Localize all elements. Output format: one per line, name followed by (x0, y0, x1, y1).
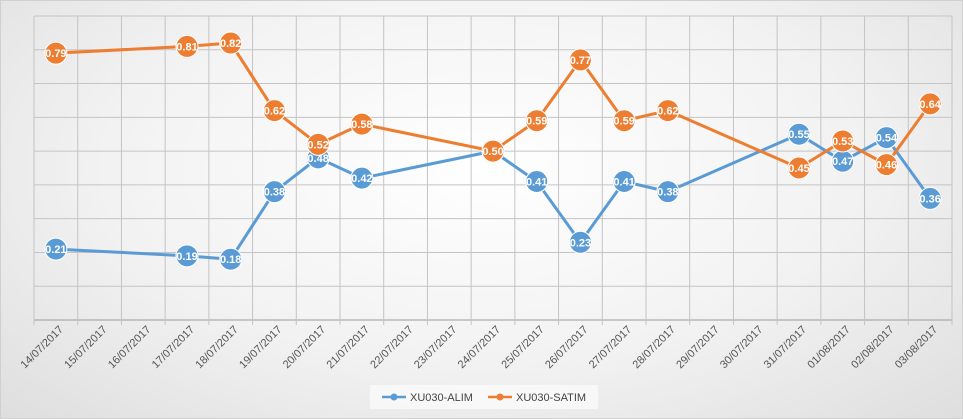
x-tick-label: 20/07/2017 (281, 324, 328, 371)
x-tick-label: 29/07/2017 (674, 324, 721, 371)
x-tick-label: 23/07/2017 (412, 324, 459, 371)
data-label: 0.19 (176, 251, 197, 263)
series-xu030-satim: 0.79 0.81 0.82 0.62 0.52 0.58 0.50 0.59 0.77 0.59… (44, 31, 942, 180)
data-point (219, 31, 243, 55)
data-point (656, 180, 680, 204)
x-tick-label: 17/07/2017 (150, 324, 197, 371)
data-label: 0.81 (176, 41, 197, 53)
x-tick-label: 31/07/2017 (762, 324, 809, 371)
data-label: 0.45 (788, 163, 809, 175)
data-point (787, 156, 811, 180)
data-point (918, 186, 942, 210)
x-tick-label: 21/07/2017 (325, 324, 372, 371)
data-point (44, 41, 68, 65)
x-tick-label: 18/07/2017 (193, 324, 240, 371)
data-point (831, 129, 855, 153)
x-tick-label: 30/07/2017 (718, 324, 765, 371)
data-point (481, 139, 505, 163)
data-point (44, 237, 68, 261)
data-point (219, 247, 243, 271)
x-axis-tick-labels: 14/07/201715/07/201716/07/201717/07/2017… (19, 324, 941, 371)
grid-lines (33, 15, 953, 325)
data-point (350, 112, 374, 136)
data-label: 0.82 (220, 38, 241, 50)
data-point (525, 170, 549, 194)
data-label: 0.48 (307, 153, 328, 165)
x-tick-label: 19/07/2017 (237, 324, 284, 371)
x-tick-label: 27/07/2017 (587, 324, 634, 371)
legend: XU030-ALIM XU030-SATIM (370, 385, 598, 409)
x-tick-label: 01/08/2017 (805, 324, 852, 371)
data-point (175, 244, 199, 268)
data-label: 0.62 (657, 106, 678, 118)
data-label: 0.58 (351, 119, 372, 131)
data-label: 0.64 (919, 99, 941, 111)
data-point (918, 92, 942, 116)
x-tick-label: 24/07/2017 (456, 324, 503, 371)
data-point (568, 230, 592, 254)
data-label: 0.54 (876, 133, 898, 145)
legend-swatch-marker-alim (390, 393, 398, 401)
data-label: 0.21 (45, 244, 66, 256)
data-label: 0.18 (220, 254, 241, 266)
data-point (525, 109, 549, 133)
data-point (874, 126, 898, 150)
x-tick-label: 03/08/2017 (893, 324, 940, 371)
data-point (262, 99, 286, 123)
data-label: 0.38 (657, 187, 678, 199)
data-label: 0.62 (264, 106, 285, 118)
data-label: 0.59 (526, 116, 547, 128)
series-xu030-alim: 0.21 0.19 0.18 0.38 0.48 0.42 0.50 0.41 0.23 0.41… (44, 122, 942, 271)
data-label: 0.41 (613, 177, 634, 189)
data-point (306, 132, 330, 156)
legend-box (370, 385, 598, 409)
x-tick-label: 22/07/2017 (368, 324, 415, 371)
data-label: 0.79 (45, 48, 66, 60)
data-point (612, 109, 636, 133)
data-label: 0.59 (613, 116, 634, 128)
x-tick-label: 28/07/2017 (631, 324, 678, 371)
data-point (656, 99, 680, 123)
data-point (874, 153, 898, 177)
data-label: 0.47 (832, 156, 853, 168)
data-point (568, 48, 592, 72)
data-label: 0.53 (832, 136, 853, 148)
data-point (612, 170, 636, 194)
data-label: 0.50 (482, 146, 503, 158)
x-tick-label: 16/07/2017 (106, 324, 153, 371)
x-tick-label: 26/07/2017 (543, 324, 590, 371)
data-label: 0.38 (264, 187, 285, 199)
legend-label-alim: XU030-ALIM (410, 392, 473, 404)
x-tick-label: 14/07/2017 (19, 324, 66, 371)
data-point (350, 166, 374, 190)
x-tick-label: 02/08/2017 (849, 324, 896, 371)
data-label: 0.55 (788, 129, 809, 141)
x-tick-label: 25/07/2017 (499, 324, 546, 371)
data-point (175, 34, 199, 58)
x-tick-label: 15/07/2017 (62, 324, 109, 371)
data-label: 0.77 (570, 55, 591, 67)
legend-swatch-marker-satim (496, 393, 504, 401)
data-label: 0.36 (919, 193, 940, 205)
data-label: 0.41 (526, 177, 547, 189)
data-series: 0.21 0.19 0.18 0.38 0.48 0.42 0.50 0.41 0.23 0.41… (44, 31, 942, 271)
data-point (787, 122, 811, 146)
data-point (262, 180, 286, 204)
legend-label-satim: XU030-SATIM (516, 392, 586, 404)
data-label: 0.42 (351, 173, 372, 185)
data-label: 0.46 (876, 160, 897, 172)
data-label: 0.52 (307, 139, 328, 151)
data-label: 0.23 (570, 237, 591, 249)
